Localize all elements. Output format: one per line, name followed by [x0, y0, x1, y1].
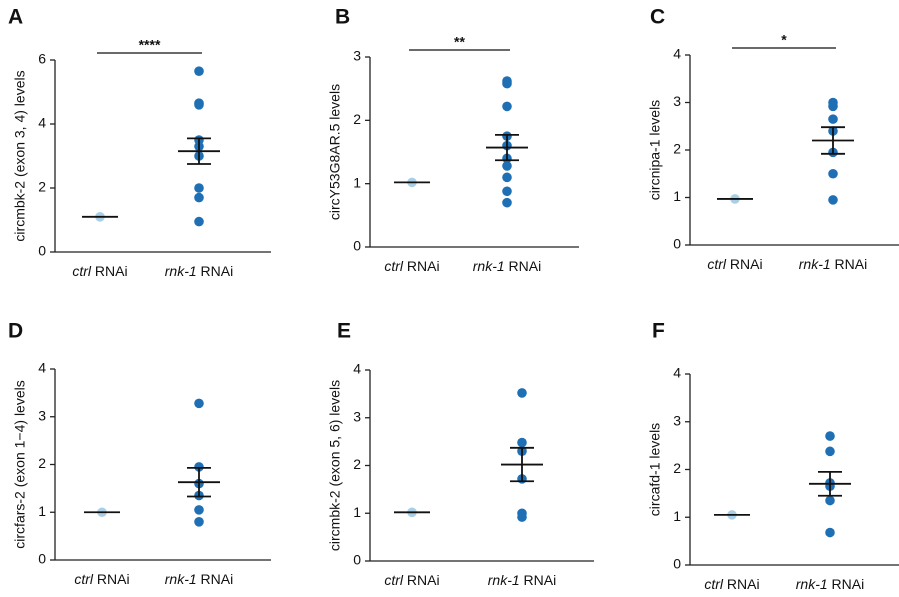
- x-tick-label: ctrl RNAi: [74, 571, 129, 587]
- data-dot: [828, 114, 838, 124]
- y-axis-label: circY53G8AR.5 levels: [327, 84, 343, 220]
- data-dot: [502, 186, 512, 197]
- y-tick-label: 1: [38, 503, 46, 519]
- panel-label: C: [650, 6, 665, 29]
- panel: A 0 2 4 6 circmbk-2 (exon 3, 4) levels ctrl RN…: [8, 6, 271, 279]
- y-axis-label: circfars-2 (exon 1−4) levels: [12, 380, 28, 548]
- x-tick-label: rnk-1 RNAi: [473, 258, 541, 274]
- data-dot: [825, 495, 835, 506]
- data-dot: [502, 78, 512, 89]
- y-tick-label: 0: [673, 236, 681, 252]
- panel-label: F: [652, 320, 665, 343]
- y-tick-label: 4: [38, 360, 46, 376]
- y-tick-label: 6: [38, 51, 46, 67]
- y-tick-label: 1: [673, 508, 681, 524]
- data-dot: [825, 446, 835, 457]
- y-tick-label: 2: [38, 455, 46, 471]
- x-tick-label: rnk-1 RNAi: [165, 571, 233, 587]
- data-dot: [828, 101, 838, 112]
- y-tick-label: 2: [673, 460, 681, 476]
- y-tick-label: 4: [673, 46, 681, 62]
- data-dot: [194, 183, 204, 193]
- panel-label: D: [8, 320, 23, 343]
- data-dot: [828, 168, 838, 179]
- significance-label: *: [781, 32, 787, 48]
- y-tick-label: 3: [353, 48, 361, 64]
- panel: B 0 1 2 3 circY53G8AR.5 levels ctrl RNAi rnk-1 …: [327, 6, 579, 274]
- x-tick-label: ctrl RNAi: [707, 256, 762, 272]
- y-tick-label: 1: [353, 174, 361, 190]
- y-tick-label: 1: [673, 188, 681, 204]
- y-tick-label: 0: [38, 243, 46, 259]
- data-dot: [194, 100, 204, 110]
- y-axis-label: circmbk-2 (exon 3, 4) levels: [12, 70, 28, 241]
- y-tick-label: 4: [38, 115, 46, 131]
- x-tick-label: rnk-1 RNAi: [488, 572, 556, 588]
- y-tick-label: 2: [673, 141, 681, 157]
- y-tick-label: 3: [673, 412, 681, 428]
- x-tick-label: ctrl RNAi: [72, 263, 127, 279]
- y-tick-label: 1: [353, 504, 361, 520]
- y-tick-label: 2: [353, 111, 361, 127]
- x-tick-label: rnk-1 RNAi: [165, 263, 233, 279]
- y-tick-label: 3: [353, 408, 361, 424]
- y-tick-label: 2: [38, 179, 46, 195]
- x-tick-label: ctrl RNAi: [704, 576, 759, 592]
- significance-label: **: [454, 34, 465, 50]
- data-dot: [194, 398, 204, 409]
- x-tick-label: ctrl RNAi: [384, 258, 439, 274]
- y-tick-label: 0: [353, 238, 361, 254]
- data-dot: [194, 192, 204, 203]
- panel-label: A: [8, 6, 23, 29]
- y-tick-label: 3: [673, 93, 681, 109]
- data-dot: [502, 172, 512, 183]
- data-dot: [502, 161, 512, 171]
- data-dot: [517, 388, 527, 398]
- y-tick-label: 0: [38, 551, 46, 567]
- y-tick-label: 4: [353, 361, 361, 377]
- data-dot: [194, 66, 204, 76]
- y-tick-label: 0: [353, 552, 361, 568]
- panel: C 0 1 2 3 4 circnipa-1 levels ctrl RNAi rnk-1 RN…: [647, 6, 899, 272]
- y-axis-label: circnipa-1 levels: [647, 100, 663, 200]
- data-dot: [825, 431, 835, 441]
- y-tick-label: 3: [38, 407, 46, 423]
- y-axis-label: circafd-1 levels: [647, 423, 663, 516]
- data-dot: [502, 101, 512, 112]
- data-dot: [194, 216, 204, 227]
- data-dot: [194, 505, 204, 515]
- x-tick-label: rnk-1 RNAi: [799, 256, 867, 272]
- y-tick-label: 2: [353, 456, 361, 472]
- x-tick-label: rnk-1 RNAi: [796, 576, 864, 592]
- panel: E 0 1 2 3 4 circmbk-2 (exon 5, 6) levels ctrl R…: [327, 320, 594, 588]
- panel: D 0 1 2 3 4 circfars-2 (exon 1−4) levels ctrl R…: [8, 320, 271, 587]
- panel-label: E: [337, 320, 351, 343]
- data-dot: [517, 437, 527, 448]
- y-tick-label: 4: [673, 365, 681, 381]
- data-dot: [825, 527, 835, 538]
- panel-label: B: [335, 6, 350, 29]
- data-dot: [517, 512, 527, 522]
- x-tick-label: ctrl RNAi: [384, 572, 439, 588]
- panel: F 0 1 2 3 4 circafd-1 levels ctrl RNAi rnk-1 RNA…: [647, 320, 899, 592]
- y-tick-label: 0: [673, 556, 681, 572]
- data-dot: [194, 517, 204, 527]
- y-axis-label: circmbk-2 (exon 5, 6) levels: [327, 380, 343, 551]
- data-dot: [828, 195, 838, 205]
- significance-label: ****: [139, 37, 161, 53]
- data-dot: [194, 462, 204, 472]
- data-dot: [502, 197, 512, 208]
